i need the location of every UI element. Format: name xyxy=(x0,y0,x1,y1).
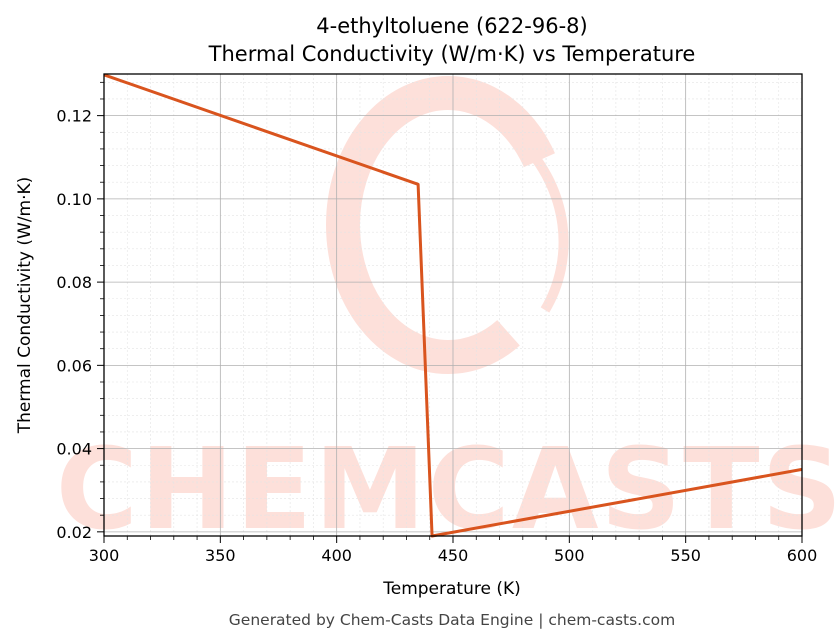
x-tick-label: 550 xyxy=(670,546,701,565)
x-tick-label: 400 xyxy=(321,546,352,565)
footer-credit: Generated by Chem-Casts Data Engine | ch… xyxy=(229,611,675,629)
y-tick-label: 0.12 xyxy=(56,107,92,126)
x-tick-label: 350 xyxy=(205,546,236,565)
y-tick-label: 0.08 xyxy=(56,273,92,292)
chart-title: 4-ethyltoluene (622-96-8) xyxy=(316,14,587,38)
y-axis: 0.02 0.04 0.06 0.08 0.10 0.12 xyxy=(56,81,104,542)
series-layer xyxy=(103,73,803,538)
y-axis-label: Thermal Conductivity (W/m·K) xyxy=(15,177,35,435)
x-axis-label: Temperature (K) xyxy=(382,579,521,599)
x-tick-label: 600 xyxy=(787,546,818,565)
y-tick-label: 0.06 xyxy=(56,356,92,375)
x-tick-label: 300 xyxy=(89,546,120,565)
y-tick-label: 0.02 xyxy=(56,523,92,542)
x-tick-label: 500 xyxy=(554,546,585,565)
x-tick-label: 450 xyxy=(438,546,469,565)
series-line xyxy=(103,73,803,538)
watermark-logo-icon xyxy=(326,76,570,374)
chart-subtitle: Thermal Conductivity (W/m·K) vs Temperat… xyxy=(208,42,696,66)
y-tick-label: 0.04 xyxy=(56,440,92,459)
x-axis: 300 350 400 450 500 550 600 xyxy=(89,536,818,565)
y-tick-label: 0.10 xyxy=(56,190,92,209)
